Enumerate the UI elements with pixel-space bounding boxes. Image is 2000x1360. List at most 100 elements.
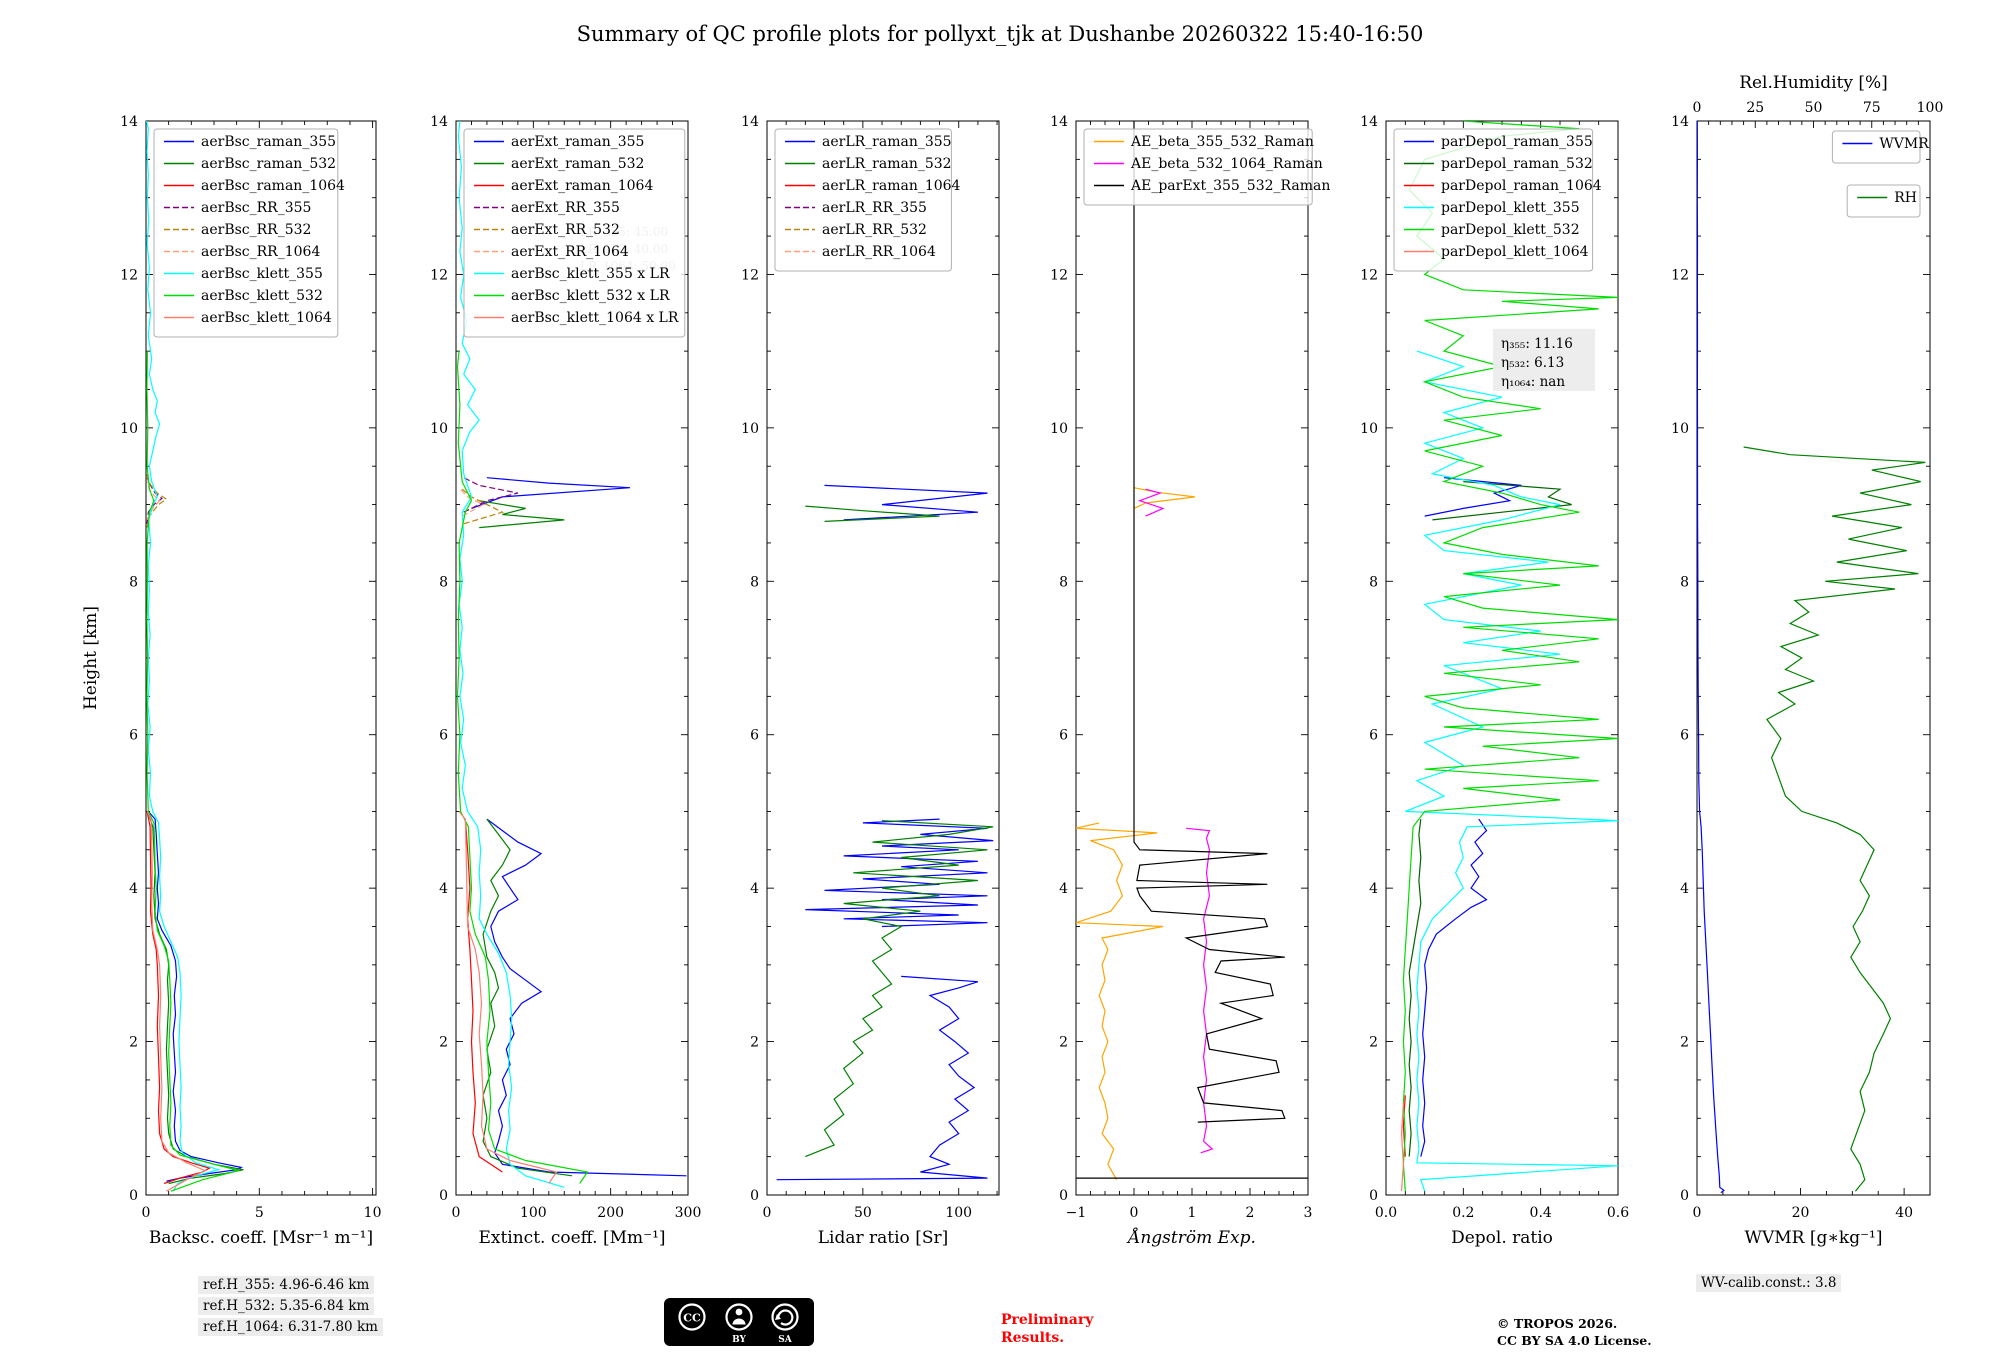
y-tick-label: 8 bbox=[439, 574, 448, 590]
legend: RH bbox=[1846, 184, 1921, 218]
y-tick-label: 2 bbox=[1369, 1035, 1378, 1051]
series-aerBsc_klett_355 bbox=[146, 121, 221, 1192]
legend-label: aerBsc_klett_1064 bbox=[201, 310, 332, 326]
ref-height-355: ref.H_355: 4.96-6.46 km bbox=[198, 1276, 375, 1294]
y-tick-label: 12 bbox=[430, 267, 448, 283]
x-tick-label: 50 bbox=[854, 1205, 872, 1221]
y-tick-label: 14 bbox=[430, 114, 448, 130]
legend-label: aerExt_RR_1064 bbox=[511, 244, 629, 260]
y-tick-label: 4 bbox=[1369, 881, 1378, 897]
y-tick-label: 8 bbox=[750, 574, 759, 590]
cc-license-badge: CC BY SA bbox=[663, 1297, 815, 1351]
y-tick-label: 4 bbox=[750, 881, 759, 897]
legend-label: AE_parExt_355_532_Raman bbox=[1130, 178, 1330, 194]
y-tick-label: 6 bbox=[129, 728, 138, 744]
series-aerExt_raman_532 bbox=[482, 818, 573, 1177]
series-aerLR_raman_355 bbox=[824, 484, 988, 521]
by-label: BY bbox=[732, 1335, 746, 1345]
x-tick-label: −1 bbox=[1066, 1205, 1087, 1221]
by-person-head bbox=[735, 1308, 743, 1316]
x-tick-label: 0.0 bbox=[1375, 1205, 1397, 1221]
legend-label: aerLR_RR_1064 bbox=[822, 244, 936, 260]
series-aerExt_raman_532 bbox=[479, 500, 565, 529]
legend-label: aerBsc_klett_355 bbox=[201, 266, 323, 282]
y-tick-label: 12 bbox=[1360, 267, 1378, 283]
y-tick-label: 2 bbox=[1059, 1035, 1068, 1051]
legend-label: aerLR_RR_355 bbox=[822, 200, 927, 216]
series-aerLR_raman_355 bbox=[805, 818, 994, 928]
legend-label: aerLR_raman_355 bbox=[822, 134, 952, 150]
legend-box bbox=[153, 128, 339, 338]
legend: aerLR_raman_355 aerLR_raman_532 aerLR_rama… bbox=[774, 128, 961, 272]
x-tick-label: 2 bbox=[1246, 1205, 1255, 1221]
sa-arrow-arc bbox=[777, 1309, 794, 1326]
series-parDepol_raman_355 bbox=[1420, 818, 1488, 1157]
x-axis-label: Backsc. coeff. [Msr⁻¹ m⁻¹] bbox=[149, 1228, 373, 1248]
y-tick-label: 6 bbox=[1059, 728, 1068, 744]
panel-extinction: 024681012140100200300LR_355: 45.00LR_532… bbox=[430, 114, 701, 1248]
x-tick-label: 0 bbox=[452, 1205, 461, 1221]
y-tick-label: 0 bbox=[1059, 1188, 1068, 1204]
x-tick-label: 10 bbox=[364, 1205, 382, 1221]
series-WVMR bbox=[1697, 121, 1725, 1194]
series-aerBsc_klett_532 x LR bbox=[456, 351, 589, 1184]
legend: AE_beta_355_532_Raman AE_beta_532_1064_Ra… bbox=[1083, 128, 1330, 206]
legend-box bbox=[1083, 128, 1313, 206]
series-aerLR_raman_532 bbox=[805, 820, 994, 1158]
series-parDepol_klett_1064 bbox=[1400, 1102, 1405, 1192]
y-tick-label: 4 bbox=[1059, 881, 1068, 897]
tropos-credit-line-2: CC BY SA 4.0 License. bbox=[1497, 1332, 1652, 1348]
legend-label: aerBsc_RR_355 bbox=[201, 200, 311, 216]
legend-label: aerExt_raman_355 bbox=[511, 134, 644, 150]
by-person-icon bbox=[725, 1303, 753, 1331]
eta-note-line: η₃₅₅: 11.16 bbox=[1501, 336, 1573, 352]
legend-box bbox=[1831, 130, 1921, 164]
sa-arrow-icon bbox=[771, 1303, 799, 1331]
x-axis-label: Depol. ratio bbox=[1451, 1228, 1553, 1248]
sa-label: SA bbox=[778, 1335, 792, 1345]
sa-arrow-head bbox=[775, 1314, 781, 1320]
legend-label: WVMR bbox=[1879, 136, 1929, 152]
x-tick-label: 1 bbox=[1188, 1205, 1197, 1221]
y-tick-label: 0 bbox=[1680, 1188, 1689, 1204]
y-tick-label: 14 bbox=[1050, 114, 1068, 130]
legend-label: aerExt_RR_355 bbox=[511, 200, 620, 216]
x-tick-label: 0 bbox=[142, 1205, 151, 1221]
series-AE_beta_355_532_Raman bbox=[1076, 822, 1164, 1180]
legend-label: aerBsc_klett_532 x LR bbox=[511, 288, 670, 304]
x-tick-label: 300 bbox=[675, 1205, 702, 1221]
y-tick-label: 4 bbox=[1680, 881, 1689, 897]
series-aerExt_raman_355 bbox=[486, 818, 687, 1177]
y-tick-label: 0 bbox=[1369, 1188, 1378, 1204]
x-tick-label: 5 bbox=[255, 1205, 264, 1221]
y-tick-label: 0 bbox=[439, 1188, 448, 1204]
legend-label: parDepol_klett_1064 bbox=[1441, 244, 1589, 260]
y-tick-label: 12 bbox=[1050, 267, 1068, 283]
legend-label: aerExt_raman_532 bbox=[511, 156, 644, 172]
legend-label: parDepol_klett_355 bbox=[1441, 200, 1580, 216]
x-tick-label: 0 bbox=[763, 1205, 772, 1221]
legend-box bbox=[463, 128, 686, 338]
y-tick-label: 8 bbox=[129, 574, 138, 590]
legend-label: aerBsc_raman_355 bbox=[201, 134, 336, 150]
y-tick-label: 6 bbox=[1680, 728, 1689, 744]
y-tick-label: 2 bbox=[1680, 1035, 1689, 1051]
tropos-credit-line-1: © TROPOS 2026. bbox=[1497, 1316, 1618, 1331]
legend-label: aerBsc_RR_532 bbox=[201, 222, 311, 238]
series-aerExt_RR_532 bbox=[461, 488, 505, 525]
x-tick-label: 0.2 bbox=[1452, 1205, 1474, 1221]
series-aerExt_RR_1064 bbox=[460, 488, 485, 517]
legend-label: aerBsc_klett_355 x LR bbox=[511, 266, 670, 282]
y-tick-label: 8 bbox=[1680, 574, 1689, 590]
x-axis-label: Extinct. coeff. [Mm⁻¹] bbox=[478, 1228, 665, 1248]
top-tick-label: 0 bbox=[1693, 100, 1702, 116]
reference-heights-block: ref.H_355: 4.96-6.46 km ref.H_532: 5.35-… bbox=[198, 1276, 383, 1339]
legend-label: aerLR_RR_532 bbox=[822, 222, 927, 238]
y-tick-label: 2 bbox=[750, 1035, 759, 1051]
y-tick-label: 12 bbox=[741, 267, 759, 283]
legend: aerBsc_raman_355 aerBsc_raman_532 aerBsc_r… bbox=[153, 128, 345, 338]
y-tick-label: 8 bbox=[1059, 574, 1068, 590]
eta-note-line: η₅₃₂: 6.13 bbox=[1501, 355, 1564, 371]
